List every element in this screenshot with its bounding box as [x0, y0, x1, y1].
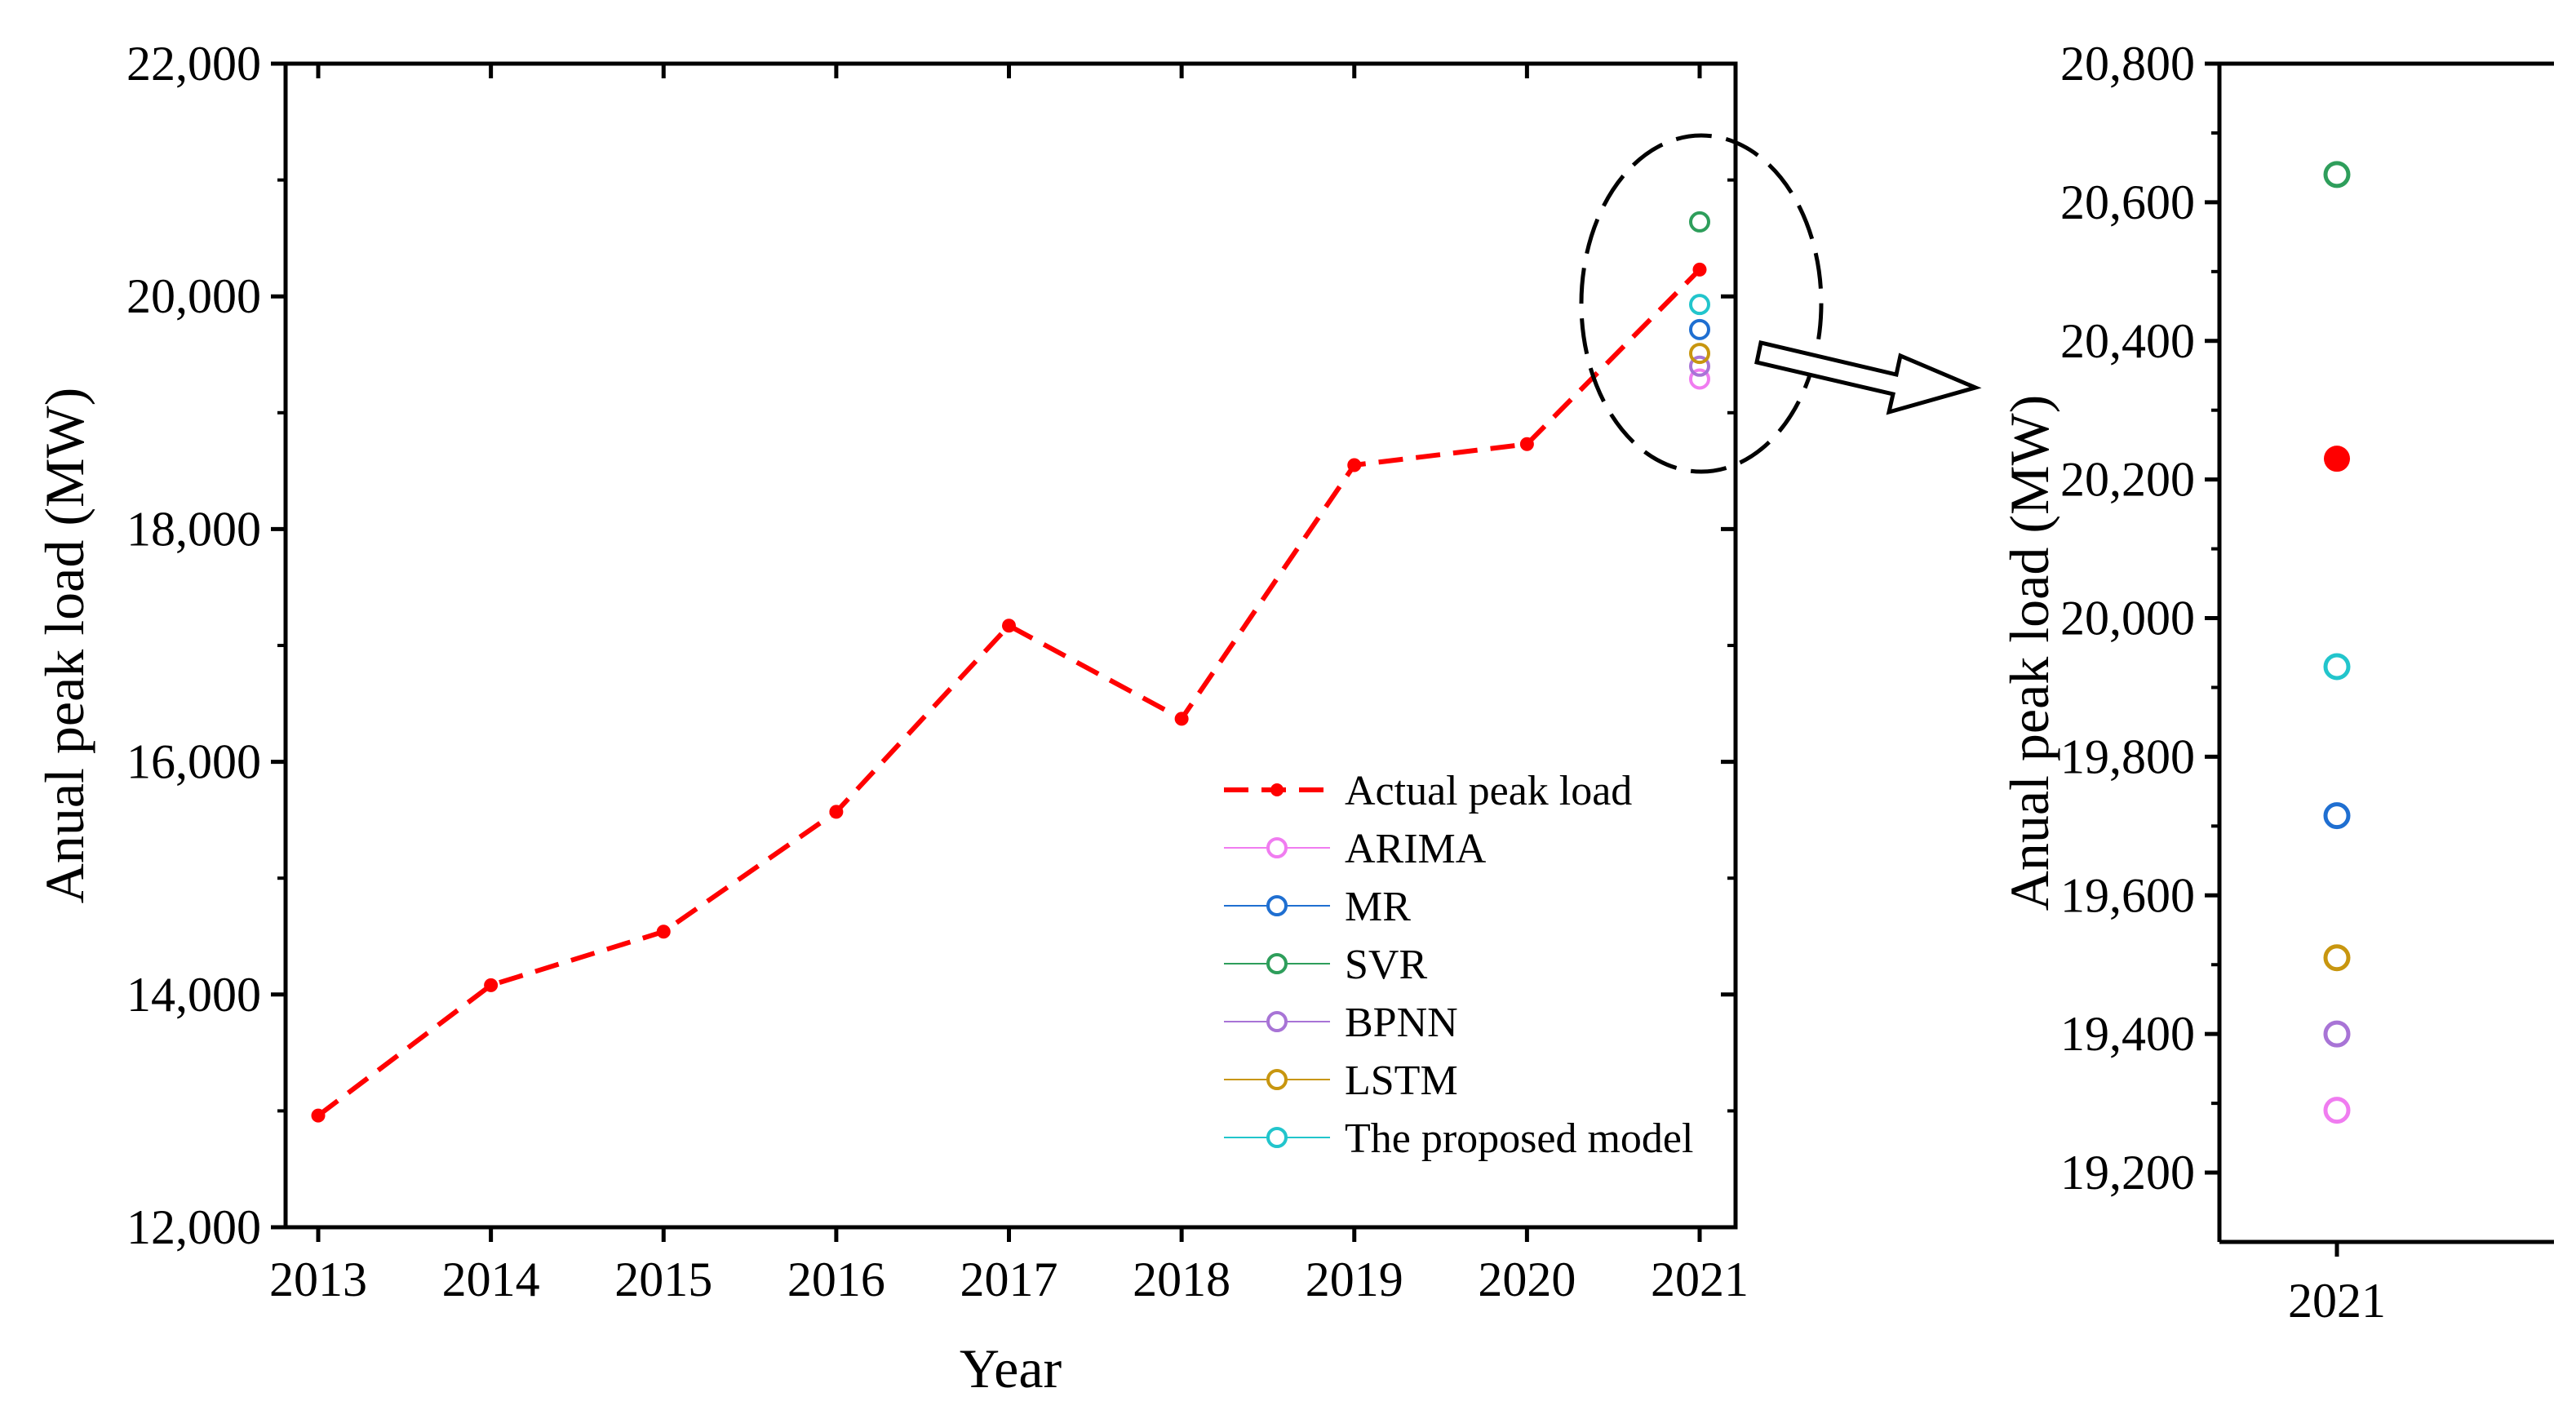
zoom-point-actual-peak-load	[2324, 446, 2350, 472]
data-point-actual-peak-load	[311, 1108, 326, 1123]
y-tick-label: 18,000	[126, 502, 261, 556]
legend-swatch-marker	[1266, 895, 1288, 916]
y-tick-label: 20,000	[126, 269, 261, 323]
x-axis-title: Year	[960, 1337, 1062, 1399]
main-chart: 12,000 14,000 16,000 18,000 20,000 22,000 2013…	[33, 37, 1749, 1399]
legend-swatch-marker	[1266, 1069, 1288, 1090]
x-tick-label: 2016	[787, 1253, 885, 1306]
legend-label-mr: MR	[1345, 884, 1411, 930]
x-tick-label: 2014	[442, 1253, 540, 1306]
data-point-svr	[1689, 211, 1710, 233]
data-point-lstm	[1689, 343, 1710, 365]
y-tick-label: 14,000	[126, 968, 261, 1022]
data-point-actual-peak-load	[484, 978, 499, 992]
y-tick-label: 12,000	[126, 1200, 261, 1254]
legend-label-the-proposed-model: The proposed model	[1345, 1115, 1693, 1162]
legend-label-lstm: LSTM	[1345, 1058, 1458, 1104]
y-tick-label: 22,000	[126, 37, 261, 91]
zoom-point-arima	[2323, 1097, 2351, 1124]
data-point-actual-peak-load	[1519, 437, 1534, 451]
zoom-y-tick-label: 20,000	[2060, 592, 2195, 645]
x-tick-label: 2017	[960, 1253, 1058, 1306]
legend-swatch-marker	[1266, 1011, 1288, 1032]
zoom-y-tick-label: 19,200	[2060, 1146, 2195, 1199]
legend-label-arima: ARIMA	[1345, 826, 1487, 872]
zoom-point-svr	[2323, 161, 2351, 188]
zoom-callout	[1579, 133, 1982, 474]
zoom-point-the-proposed-model	[2323, 653, 2351, 681]
zoom-point-bpnn	[2323, 1020, 2351, 1048]
x-tick-label: 2015	[614, 1253, 712, 1306]
y-axis-title: Anual peak load (MW)	[33, 388, 95, 904]
dashed-ellipse	[1579, 133, 1824, 474]
data-point-the-proposed-model	[1689, 294, 1710, 316]
data-point-actual-peak-load	[829, 805, 844, 819]
legend-label-svr: SVR	[1345, 942, 1427, 988]
zoom-point-mr	[2323, 802, 2351, 830]
zoom-x-tick-label: 2021	[2288, 1274, 2386, 1328]
legend-swatch-marker	[1270, 783, 1284, 796]
y-tick-label: 16,000	[126, 735, 261, 789]
data-point-actual-peak-load	[656, 925, 671, 939]
data-point-actual-peak-load	[1002, 619, 1016, 633]
zoom-y-tick-label: 19,400	[2060, 1007, 2195, 1061]
zoom-y-tick-label: 19,600	[2060, 868, 2195, 922]
x-tick-label: 2013	[269, 1253, 367, 1306]
zoom-y-tick-label: 20,200	[2060, 453, 2195, 507]
x-tick-label: 2020	[1478, 1253, 1576, 1306]
data-point-actual-peak-load	[1174, 712, 1189, 726]
zoom-arrow	[1754, 339, 1982, 415]
data-point-actual-peak-load	[1347, 458, 1362, 472]
x-tick-label: 2018	[1133, 1253, 1230, 1306]
data-point-actual-peak-load	[1692, 262, 1707, 277]
zoom-y-tick-label: 20,600	[2060, 175, 2195, 229]
zoom-y-tick-label: 20,400	[2060, 314, 2195, 368]
data-point-mr	[1689, 318, 1710, 340]
legend-swatch-marker	[1266, 953, 1288, 974]
x-tick-label: 2021	[1651, 1253, 1749, 1306]
x-tick-label: 2019	[1306, 1253, 1403, 1306]
zoom-y-axis-title: Anual peak load (MW)	[1998, 395, 2060, 911]
legend-swatch-marker	[1266, 1127, 1288, 1148]
legend-label-bpnn: BPNN	[1345, 1000, 1458, 1046]
zoom-y-tick-label: 20,800	[2060, 37, 2195, 91]
zoom-chart: 19,200 19,400 19,600 19,800 20,000 20,200 20,4…	[1998, 37, 2554, 1328]
zoom-point-lstm	[2323, 944, 2351, 972]
zoom-y-tick-label: 19,800	[2060, 729, 2195, 783]
data-point-arima	[1689, 368, 1710, 390]
series-line-actual-peak-load	[317, 268, 1702, 1118]
legend-label-actual-peak-load: Actual peak load	[1345, 768, 1632, 814]
data-point-bpnn	[1689, 355, 1710, 377]
legend-swatch-marker	[1266, 837, 1288, 858]
